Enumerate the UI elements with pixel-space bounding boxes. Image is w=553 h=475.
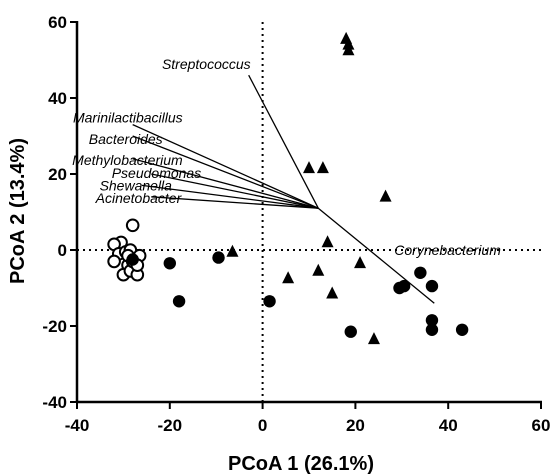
vector-label: Acinetobacter bbox=[95, 190, 183, 206]
filled-circle-point bbox=[414, 266, 427, 279]
vector-line bbox=[132, 158, 319, 209]
vector-line bbox=[151, 173, 319, 209]
filled-triangle-point bbox=[379, 189, 392, 202]
filled-triangle-point bbox=[282, 271, 295, 284]
y-tick-label: 0 bbox=[58, 241, 67, 260]
x-axis-label: PCoA 1 (26.1%) bbox=[228, 453, 374, 475]
filled-circle-point bbox=[163, 257, 176, 270]
vector-label: Streptococcus bbox=[162, 56, 251, 72]
vector-line bbox=[317, 207, 435, 304]
vector-line bbox=[151, 196, 319, 209]
x-tick-label: -20 bbox=[158, 416, 183, 435]
filled-circle-point bbox=[172, 295, 186, 308]
filled-triangle-point bbox=[342, 43, 355, 56]
filled-circle-point bbox=[425, 323, 439, 336]
filled-circle-point bbox=[126, 253, 139, 266]
filled-triangle-point bbox=[303, 161, 315, 174]
filled-circle-point bbox=[425, 314, 439, 327]
filled-circle-point bbox=[397, 279, 411, 293]
filled-circle-point bbox=[212, 251, 225, 264]
filled-triangle-point bbox=[316, 161, 329, 174]
y-tick-label: -20 bbox=[42, 317, 67, 336]
vector-line bbox=[141, 184, 319, 209]
vector-line bbox=[248, 74, 319, 209]
vector-label: Pseudomonas bbox=[112, 165, 202, 181]
filled-triangle-point bbox=[226, 244, 239, 257]
x-tick-label: 20 bbox=[346, 416, 365, 435]
vector-label: Bacteroides bbox=[89, 131, 163, 147]
x-tick-label: 40 bbox=[439, 416, 458, 435]
biplot-vectors: Streptococcus Marinilactibacillus Bacteroi… bbox=[72, 56, 501, 304]
x-tick-label: 60 bbox=[532, 416, 551, 435]
vector-label: Marinilactibacillus bbox=[73, 110, 183, 126]
filled-triangle-point bbox=[354, 256, 367, 269]
y-tick-label: 60 bbox=[48, 13, 67, 32]
reference-lines bbox=[77, 22, 541, 402]
y-tick-label: -40 bbox=[42, 393, 67, 412]
vector-label: Methylobacterium bbox=[72, 152, 183, 168]
filled-triangle-point bbox=[321, 235, 334, 248]
vector-line bbox=[132, 124, 319, 209]
open-circle-point bbox=[125, 218, 140, 233]
vector-label: Corynebacterium bbox=[394, 242, 501, 258]
filled-circle-point bbox=[425, 279, 439, 293]
data-points bbox=[107, 31, 469, 345]
x-tick-label: -40 bbox=[65, 416, 90, 435]
vector-line bbox=[132, 135, 319, 209]
tick-labels: -40 -20 0 20 40 60 -40 -20 0 20 40 60 bbox=[42, 13, 550, 435]
x-tick-label: 0 bbox=[258, 416, 267, 435]
filled-triangle-point bbox=[367, 332, 380, 345]
y-tick-label: 20 bbox=[48, 165, 67, 184]
plot-axes bbox=[70, 21, 542, 409]
filled-circle-point bbox=[263, 295, 276, 308]
y-axis-label: PCoA 2 (13.4%) bbox=[7, 138, 29, 284]
filled-circle-point bbox=[344, 325, 357, 338]
y-tick-label: 40 bbox=[48, 89, 67, 108]
open-circle-point bbox=[107, 254, 121, 269]
filled-triangle-point bbox=[312, 263, 325, 276]
filled-triangle-point bbox=[326, 286, 339, 299]
vector-label: Shewanella bbox=[100, 177, 173, 193]
filled-circle-point bbox=[455, 323, 469, 336]
